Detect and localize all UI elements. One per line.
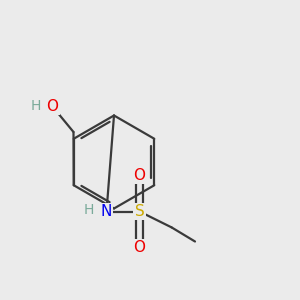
Text: O: O [134,168,146,183]
Text: H: H [83,203,94,217]
Text: N: N [101,204,112,219]
Text: H: H [31,99,41,112]
Text: S: S [135,204,144,219]
Text: O: O [134,240,146,255]
Text: O: O [46,99,58,114]
